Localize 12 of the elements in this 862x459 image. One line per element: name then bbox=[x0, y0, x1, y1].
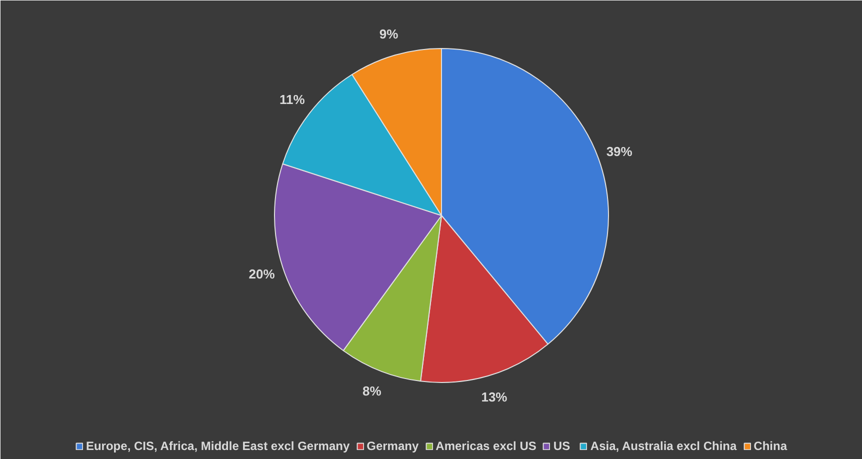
legend-label: Asia, Australia excl China bbox=[590, 439, 737, 453]
data-label: 8% bbox=[362, 384, 382, 399]
data-label: 39% bbox=[606, 144, 633, 159]
data-label: 13% bbox=[481, 389, 508, 404]
legend-label: Europe, CIS, Africa, Middle East excl Germany bbox=[86, 439, 350, 453]
data-label: 11% bbox=[280, 92, 306, 108]
legend-label: China bbox=[754, 439, 788, 453]
legend-label: Germany bbox=[366, 439, 419, 453]
data-label: 9% bbox=[379, 26, 399, 42]
legend-label: Americas excl US bbox=[436, 439, 536, 453]
legend-label: US bbox=[553, 439, 572, 453]
data-label: 20% bbox=[248, 266, 276, 282]
